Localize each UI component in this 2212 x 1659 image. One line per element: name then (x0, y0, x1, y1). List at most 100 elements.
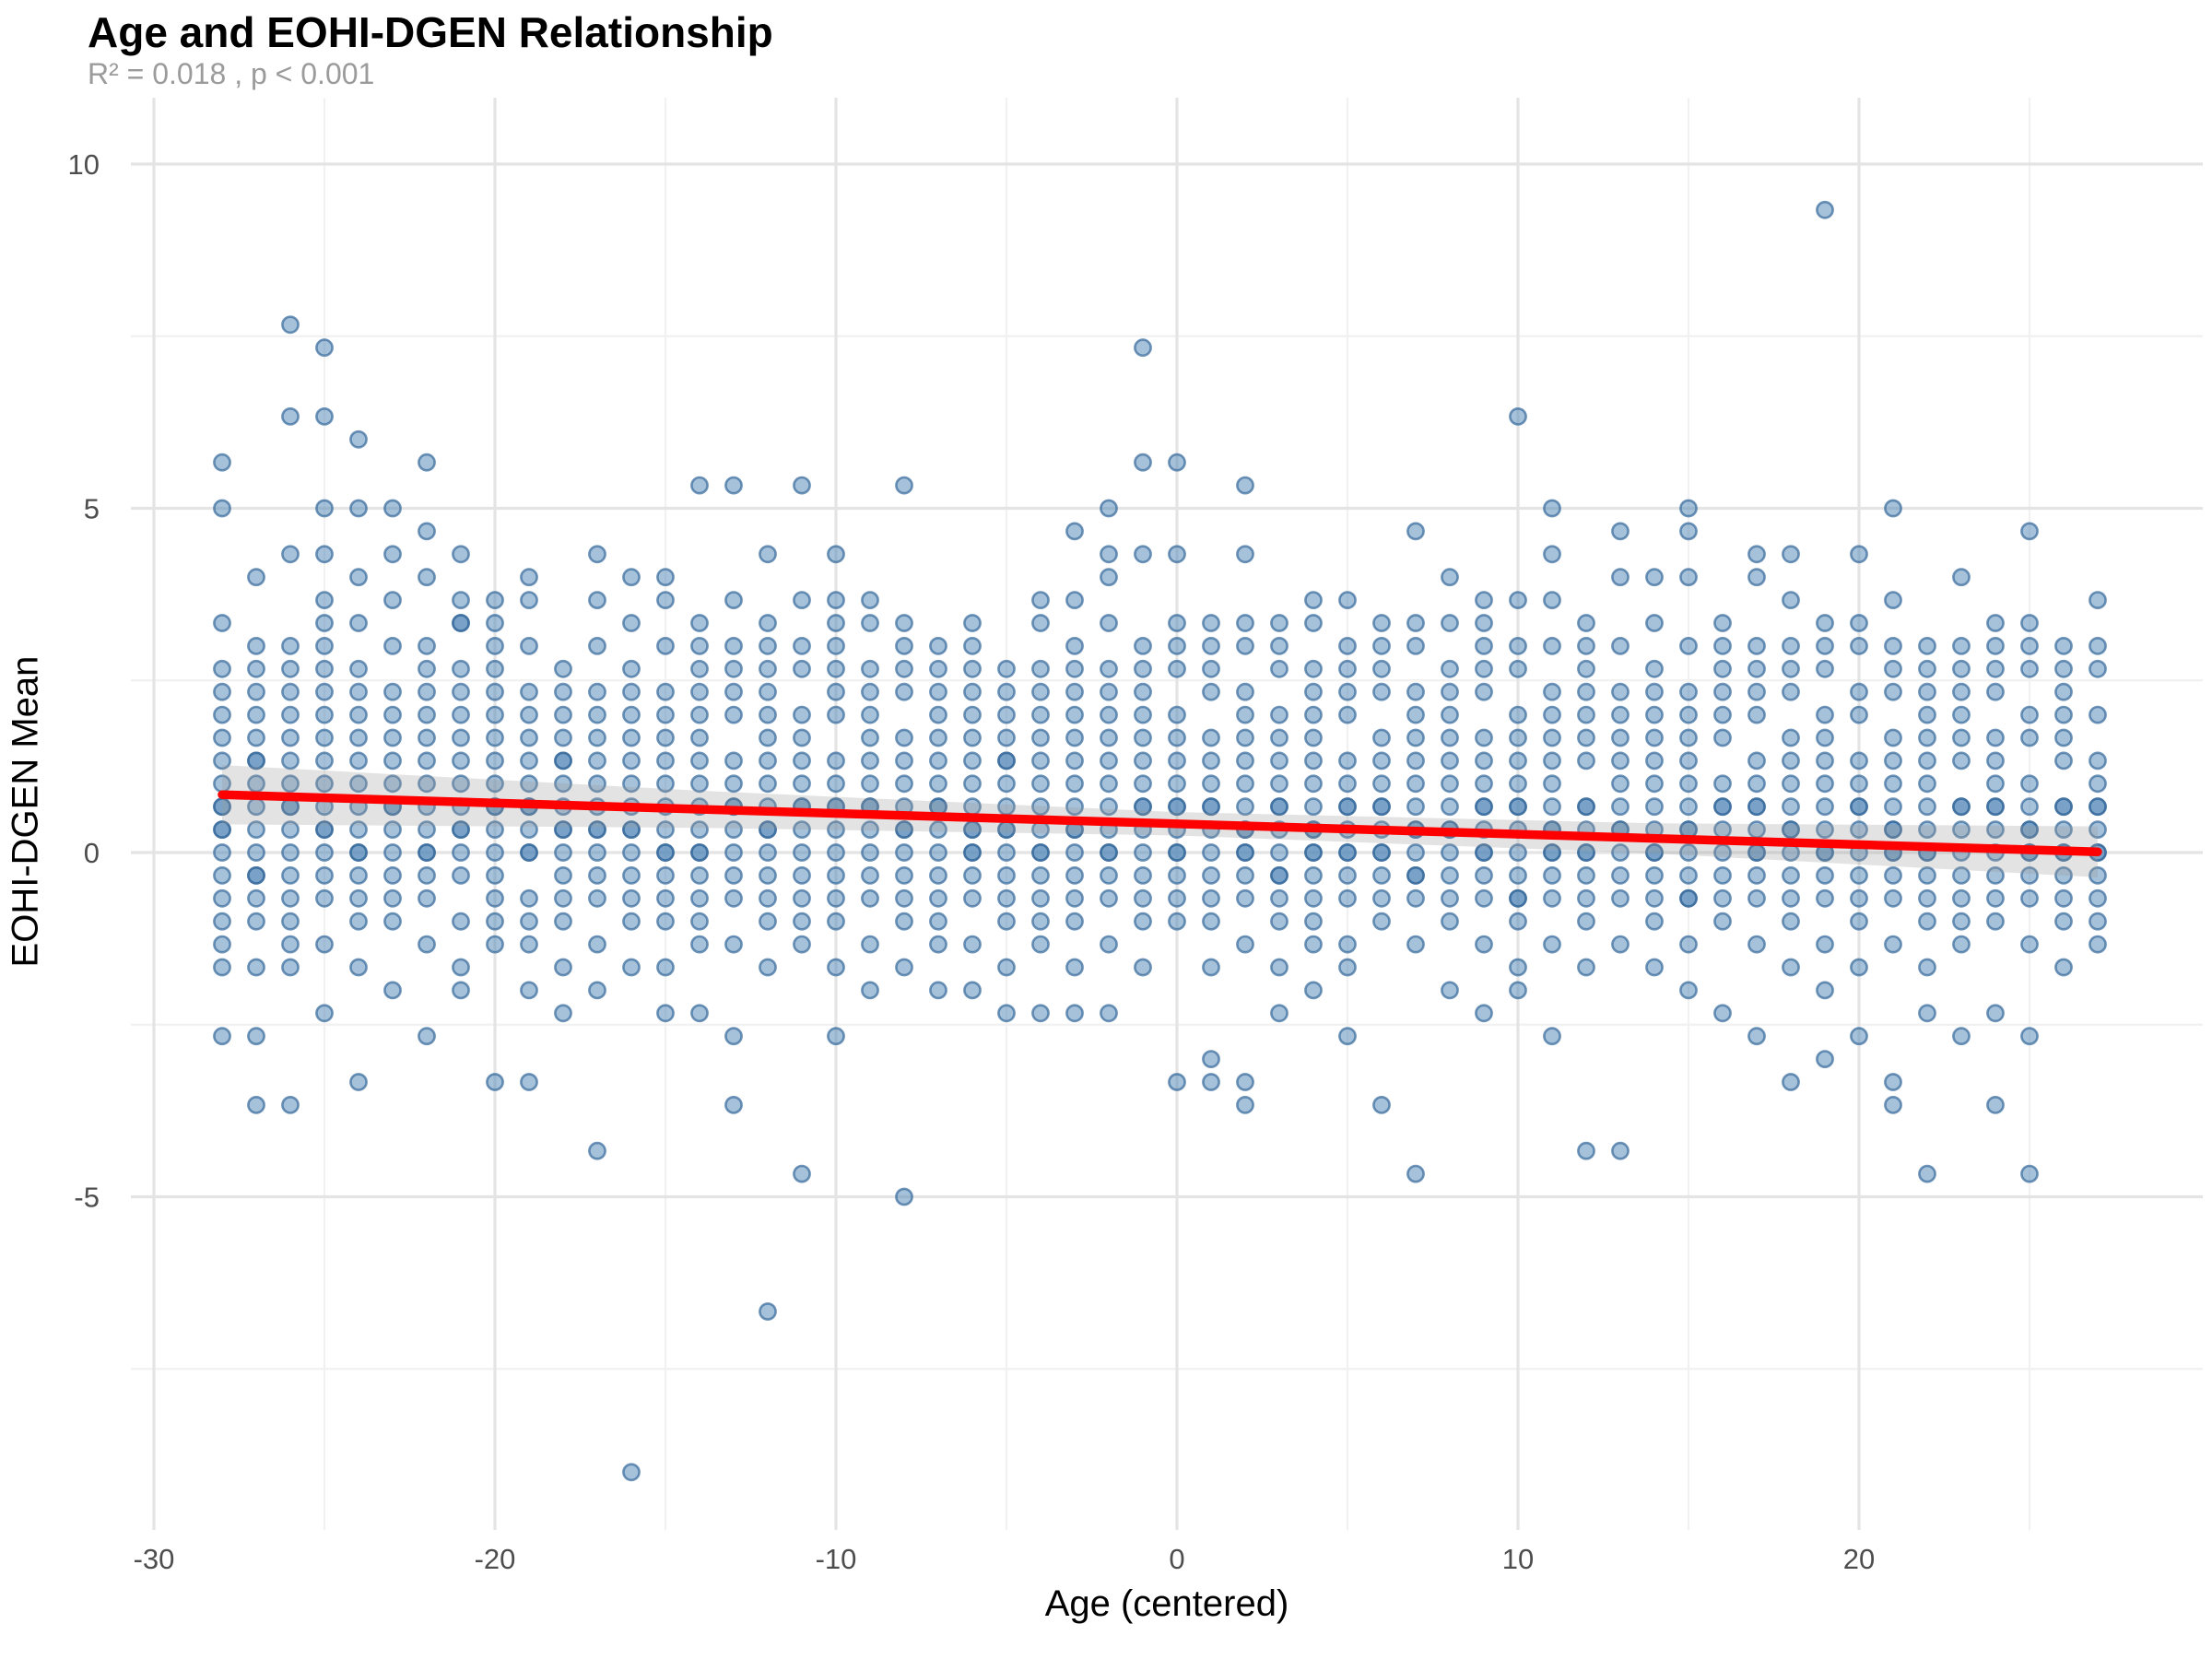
data-point (1202, 614, 1220, 632)
data-point (793, 774, 811, 794)
data-point (1611, 774, 1630, 794)
data-point (1509, 591, 1527, 610)
data-point (2054, 820, 2073, 840)
data-point (997, 751, 1016, 771)
data-point (827, 614, 845, 632)
data-point (349, 705, 368, 724)
data-point (1134, 728, 1152, 747)
data-point (1304, 705, 1323, 724)
data-point (1986, 614, 2005, 632)
data-point (1304, 843, 1323, 862)
data-point (827, 820, 845, 840)
data-point (349, 843, 368, 862)
data-point (383, 751, 402, 771)
data-point (827, 912, 845, 931)
data-point (1816, 820, 1834, 840)
data-point (1031, 935, 1050, 954)
data-point (1270, 637, 1288, 655)
data-point (1100, 568, 1118, 587)
data-point (418, 1027, 436, 1046)
data-point (622, 820, 641, 840)
data-point (1747, 774, 1766, 794)
data-point (349, 499, 368, 518)
data-point (349, 659, 368, 678)
data-point (861, 682, 879, 701)
data-point (486, 591, 504, 610)
data-point (1850, 1027, 1868, 1046)
data-point (588, 682, 606, 701)
data-point (1850, 637, 1868, 655)
data-point (520, 820, 538, 840)
x-axis-title: Age (centered) (1044, 1583, 1289, 1624)
data-point (997, 958, 1016, 977)
data-point (554, 888, 572, 908)
data-point (452, 820, 470, 840)
data-point (1577, 637, 1595, 655)
data-point (1747, 888, 1766, 908)
data-point (1100, 888, 1118, 908)
data-point (1509, 637, 1527, 655)
data-point (1406, 774, 1425, 794)
data-point (1031, 659, 1050, 678)
data-point (1338, 591, 1357, 610)
data-point (418, 820, 436, 840)
data-point (1782, 958, 1800, 977)
data-point (1475, 774, 1493, 794)
data-point (383, 912, 402, 931)
data-point (520, 751, 538, 771)
data-point (1134, 705, 1152, 724)
data-point (1202, 797, 1220, 817)
data-point (1816, 774, 1834, 794)
data-point (1679, 935, 1698, 954)
data-point (281, 888, 300, 908)
data-point (724, 820, 743, 840)
data-point (520, 843, 538, 862)
data-point (622, 659, 641, 678)
data-point (690, 751, 709, 771)
data-point (1713, 797, 1732, 817)
data-point (554, 751, 572, 771)
scatter-points (213, 200, 2107, 1482)
data-point (2088, 591, 2107, 610)
data-point (1884, 659, 1902, 678)
data-point (1134, 659, 1152, 678)
data-point (1986, 912, 2005, 931)
data-point (1202, 912, 1220, 931)
data-point (1441, 912, 1459, 931)
data-point (418, 866, 436, 885)
x-tick-label: 20 (1843, 1543, 1875, 1575)
data-point (1884, 682, 1902, 701)
data-point (1782, 751, 1800, 771)
data-point (1236, 751, 1254, 771)
data-point (656, 682, 675, 701)
data-point (1611, 751, 1630, 771)
data-point (1202, 1073, 1220, 1091)
data-point (588, 866, 606, 885)
y-tick-label: 5 (84, 493, 100, 525)
data-point (247, 659, 265, 678)
data-point (213, 820, 231, 840)
data-point (2020, 774, 2039, 794)
data-point (1270, 774, 1288, 794)
data-point (929, 751, 947, 771)
data-point (1850, 888, 1868, 908)
data-point (1577, 728, 1595, 747)
data-point (1338, 866, 1357, 885)
data-point (827, 659, 845, 678)
data-point (1406, 522, 1425, 541)
data-point (1543, 935, 1561, 954)
data-point (1441, 705, 1459, 724)
data-point (554, 1004, 572, 1023)
data-point (1543, 705, 1561, 724)
data-point (1406, 797, 1425, 817)
data-point (827, 705, 845, 724)
data-point (1509, 406, 1527, 426)
data-point (861, 751, 879, 771)
data-point (1986, 774, 2005, 794)
data-point (929, 912, 947, 931)
data-point (1850, 751, 1868, 771)
data-point (1372, 866, 1391, 885)
data-point (1577, 888, 1595, 908)
data-point (929, 888, 947, 908)
data-point (1475, 751, 1493, 771)
